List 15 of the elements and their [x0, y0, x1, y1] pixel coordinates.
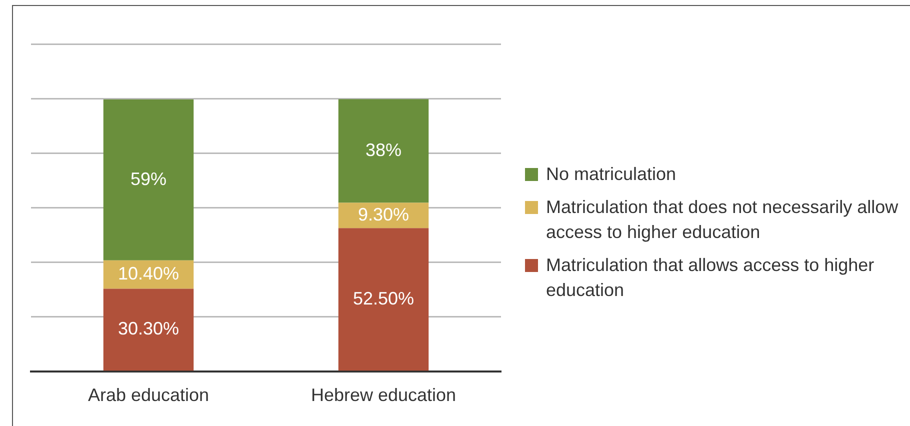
x-tick-label: Hebrew education [310, 385, 456, 406]
data-label: 38% [365, 140, 402, 160]
data-label: 52.50% [352, 288, 414, 308]
bar [103, 288, 194, 371]
data-label: 59% [130, 168, 167, 189]
legend-label: No matriculation [546, 163, 676, 186]
bar [338, 228, 429, 371]
x-tick-label: Arab education [88, 385, 210, 406]
legend-label: Matriculation that does not necessarily allow access to higher education [546, 196, 900, 244]
data-label: 10.40% [118, 264, 180, 284]
bar [338, 99, 429, 203]
legend-label: Matriculation that allows access to higher education [546, 254, 876, 302]
data-label: 30.30% [118, 318, 180, 339]
bar [103, 99, 194, 260]
data-label: 9.30% [358, 204, 410, 224]
